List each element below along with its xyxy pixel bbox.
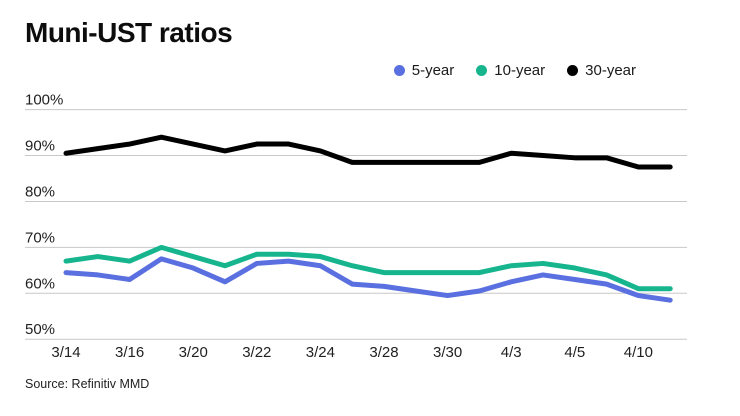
series-line-5-year — [63, 256, 673, 303]
y-axis-tick-label: 70% — [25, 229, 55, 246]
series-line-10-year — [63, 244, 673, 292]
y-axis-tick-label: 50% — [25, 321, 55, 338]
x-axis-tick-label: 4/3 — [501, 344, 522, 361]
legend-dot-icon — [393, 65, 405, 76]
series-line-30-year — [63, 134, 673, 170]
y-axis-tick-label: 80% — [25, 183, 55, 200]
x-axis-tick-label: 3/24 — [306, 344, 335, 361]
legend-label-5-year: 5-year — [411, 62, 455, 79]
x-axis-tick-label: 3/16 — [115, 344, 144, 361]
source-note: Source: Refinitiv MMD — [25, 377, 150, 391]
x-axis-tick-label: 3/22 — [242, 344, 271, 361]
x-axis-tick-label: 4/5 — [564, 344, 585, 361]
legend-dot-icon — [476, 65, 488, 76]
legend-label-10-year: 10-year — [494, 62, 546, 79]
legend-label-30-year: 30-year — [585, 62, 636, 79]
x-axis-tick-label: 3/28 — [369, 344, 398, 361]
legend-item-10-year: 10-year — [476, 62, 545, 79]
y-axis-tick-label: 60% — [25, 275, 55, 292]
x-axis-tick-label: 3/20 — [179, 344, 208, 361]
chart-legend: 5-year 10-year 30-year — [393, 62, 636, 79]
x-axis-tick-label: 4/10 — [624, 344, 653, 361]
x-axis-tick-label: 3/14 — [51, 344, 80, 361]
chart-title: Muni-UST ratios — [25, 17, 233, 48]
x-axis-tick-label: 3/30 — [433, 344, 462, 361]
y-axis-tick-label: 90% — [25, 138, 55, 155]
legend-item-30-year: 30-year — [567, 62, 636, 79]
legend-dot-icon — [567, 65, 579, 76]
y-axis-tick-label: 100% — [25, 92, 63, 109]
legend-item-5-year: 5-year — [393, 62, 455, 79]
